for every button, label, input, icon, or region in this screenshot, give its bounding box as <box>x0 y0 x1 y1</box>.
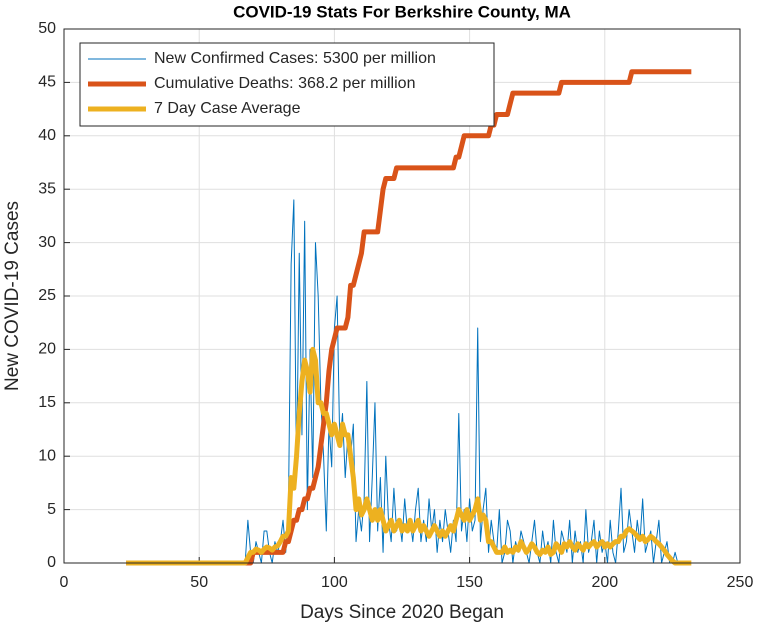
y-tick-label: 45 <box>38 74 56 91</box>
y-tick-label: 50 <box>38 20 56 37</box>
legend-label: New Confirmed Cases: 5300 per million <box>154 50 436 67</box>
y-tick-label: 20 <box>38 341 56 358</box>
y-axis-label: New COVID-19 Cases <box>2 201 23 391</box>
x-tick-label: 50 <box>190 574 208 591</box>
legend: New Confirmed Cases: 5300 per million Cum… <box>79 42 495 127</box>
y-tick-label: 35 <box>38 180 56 197</box>
x-tick-label: 0 <box>60 574 69 591</box>
y-tick-label: 10 <box>38 447 56 464</box>
y-tick-label: 15 <box>38 394 56 411</box>
y-tick-label: 30 <box>38 234 56 251</box>
x-tick-label: 200 <box>591 574 618 591</box>
plot-frame <box>63 28 741 564</box>
x-tick-label: 100 <box>321 574 348 591</box>
legend-label: 7 Day Case Average <box>154 100 301 117</box>
x-axis-label: Days Since 2020 Began <box>300 602 504 623</box>
y-tick-label: 5 <box>47 501 56 518</box>
x-tick-label: 150 <box>456 574 483 591</box>
y-tick-label: 0 <box>47 554 56 571</box>
x-tick-label: 250 <box>727 574 754 591</box>
chart-title: COVID-19 Stats For Berkshire County, MA <box>233 2 571 21</box>
legend-box <box>79 42 495 127</box>
y-tick-label: 25 <box>38 287 56 304</box>
y-tick-label: 40 <box>38 127 56 144</box>
legend-label: Cumulative Deaths: 368.2 per million <box>154 75 415 92</box>
